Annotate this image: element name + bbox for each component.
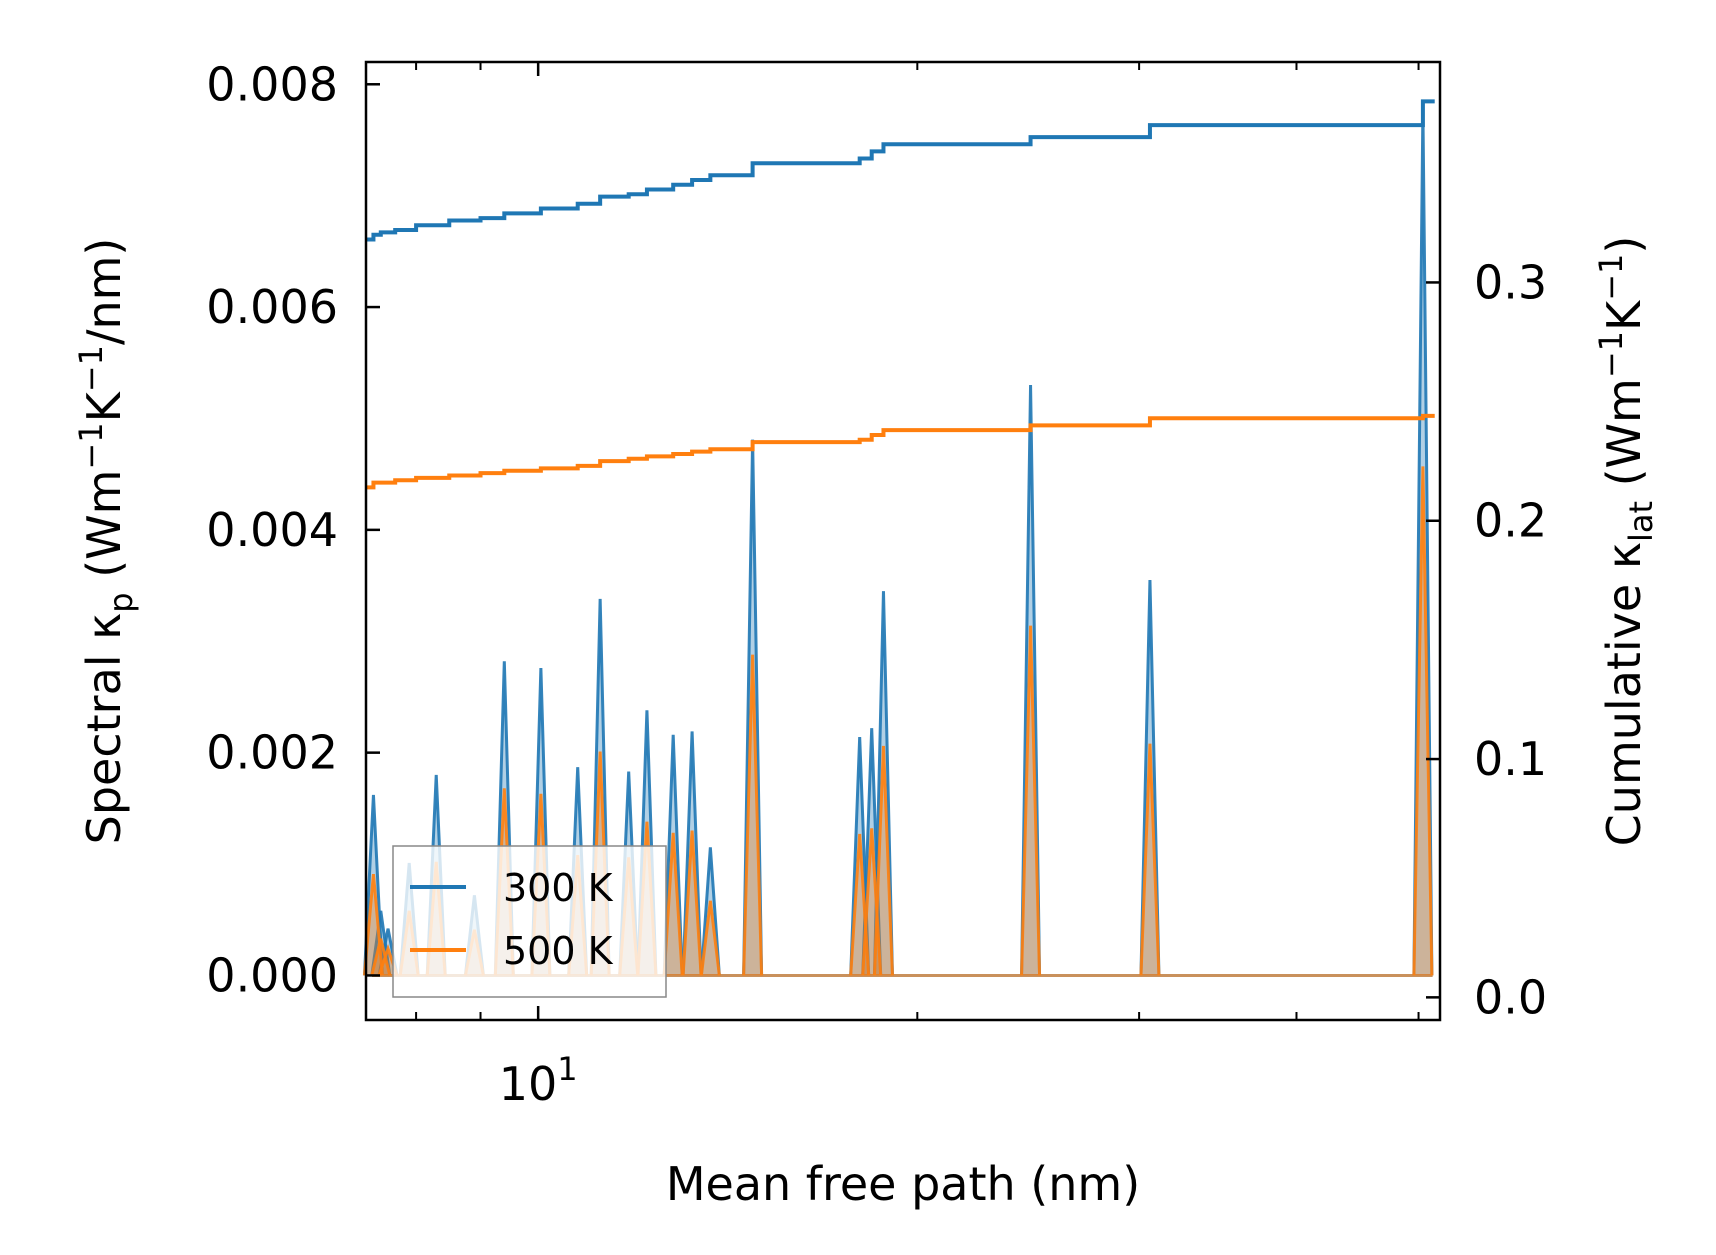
spectral-fill-500k — [1413, 466, 1432, 976]
cumulative-line-300k — [366, 99, 1435, 242]
legend-label-300k: 300 K — [503, 866, 614, 910]
spectral-peak-500k — [742, 654, 764, 976]
spectral-peak-500k — [699, 900, 721, 976]
spectral-peak-500k — [662, 832, 684, 976]
spectral-fill-500k — [874, 745, 893, 976]
left-label-prefix: Spectral κ — [77, 613, 131, 845]
spectral-fill-500k — [683, 830, 702, 976]
spectral-fill-500k — [664, 832, 683, 976]
right-label-mid: K — [1597, 299, 1651, 331]
right-label-sup1: −1 — [1592, 331, 1630, 378]
plot-frame — [364, 60, 1442, 1022]
spectral-peak-300k — [872, 591, 894, 976]
spectral-fill-500k — [1021, 625, 1040, 976]
left-label-sup2: −1 — [72, 345, 110, 392]
spectral-peak-300k — [1139, 579, 1161, 976]
spectral-peak-300k — [699, 847, 721, 976]
right-label-body: (Wm — [1597, 378, 1651, 501]
x-tick-label-10: 101 — [499, 1050, 578, 1111]
legend-label-500k: 500 K — [503, 929, 614, 973]
left-y-tick-label: 0.004 — [206, 503, 338, 557]
spectral-peak-300k — [1020, 385, 1042, 976]
spectral-fill-500k — [1140, 743, 1159, 976]
spectral-peak-500k — [681, 830, 703, 976]
left-y-tick-label: 0.002 — [206, 726, 338, 780]
left-label-body: (Wm — [77, 470, 131, 593]
spectral-peak-300k — [681, 731, 703, 976]
spectral-peak-500k — [872, 745, 894, 976]
left-y-tick-label: 0.000 — [206, 948, 338, 1002]
left-y-axis-label: Spectral κp (Wm−1K−1/nm) — [72, 238, 140, 845]
right-label-end: ) — [1597, 236, 1651, 254]
spectral-fill-500k — [371, 938, 390, 976]
right-y-tick-label: 0.1 — [1474, 732, 1547, 786]
spectral-peak-300k — [742, 439, 764, 976]
spectral-fill-500k — [701, 900, 720, 976]
legend: 300 K 500 K — [392, 845, 667, 998]
x-tick-exponent: 1 — [557, 1050, 577, 1088]
left-label-sub: p — [102, 592, 140, 612]
left-label-sup1: −1 — [72, 422, 110, 469]
axis-ticks: 0.000 0.002 0.004 0.006 0.008 0.0 0.1 0.2 0.3 — [206, 57, 1547, 1024]
right-label-sup2: −1 — [1592, 254, 1630, 301]
spectral-peak-500k — [370, 938, 392, 976]
spectral-peak-500k — [1139, 743, 1161, 976]
spectral-peak-500k — [1020, 625, 1042, 976]
x-tick-base: 10 — [499, 1057, 558, 1111]
left-label-end: /nm) — [77, 238, 131, 345]
spectral-peak-300k — [662, 734, 684, 976]
left-y-tick-label: 0.008 — [206, 57, 338, 111]
right-label-prefix: Cumulative κ — [1597, 542, 1651, 846]
left-y-tick-label: 0.006 — [206, 280, 338, 334]
left-label-mid: K — [77, 390, 131, 422]
spectral-peak-500k — [1412, 466, 1434, 976]
right-y-tick-label: 0.3 — [1474, 255, 1547, 309]
right-y-axis-label: Cumulative κlat (Wm−1K−1) — [1592, 236, 1660, 847]
cumulative-line-500k — [366, 413, 1435, 490]
right-label-sub: lat — [1622, 501, 1660, 542]
spectral-fill-500k — [743, 654, 762, 976]
legend-box — [392, 845, 667, 998]
right-y-tick-label: 0.0 — [1474, 970, 1547, 1024]
right-y-tick-label: 0.2 — [1474, 494, 1547, 548]
cumulative-series — [366, 99, 1435, 490]
x-axis-label: Mean free path (nm) — [666, 1157, 1140, 1211]
